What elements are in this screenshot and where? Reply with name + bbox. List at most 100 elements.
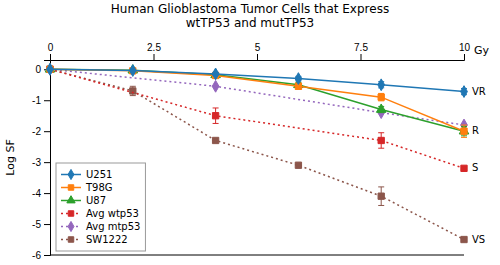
axis-line	[51, 54, 465, 61]
point	[295, 162, 301, 168]
tick-label: -2	[32, 126, 41, 137]
legend-item: Avg mtp53	[61, 221, 140, 232]
series	[47, 63, 468, 97]
legend-label: T98G	[85, 182, 113, 193]
plot: 0-1-2-3-4-5-602.557.510Log SFGyVRRSVSU25…	[4, 42, 490, 261]
line	[50, 69, 464, 239]
point	[461, 236, 467, 242]
tick-label: 0	[48, 42, 54, 53]
tick-label: 10	[459, 42, 471, 53]
point	[461, 86, 468, 98]
tick: -2	[32, 126, 50, 137]
tick: 5	[255, 42, 261, 60]
legend-item: T98G	[61, 182, 113, 193]
y-axis-title: Log SF	[4, 139, 17, 175]
tick: -3	[32, 157, 50, 168]
tick-mark	[44, 100, 50, 101]
tick: 2.5	[147, 42, 161, 60]
point	[212, 80, 219, 92]
tick: -1	[32, 95, 50, 106]
legend-marker	[68, 211, 73, 216]
tick-mark	[44, 162, 50, 163]
legend-label: U251	[86, 169, 112, 180]
point	[212, 113, 218, 119]
point	[212, 137, 218, 143]
annotation: S	[472, 162, 478, 173]
tick: 0	[48, 42, 54, 60]
point	[295, 73, 302, 85]
annotation: VR	[472, 86, 486, 97]
chart: Human Glioblastoma Tumor Cells that Expr…	[0, 0, 500, 265]
legend-item: U87	[61, 195, 106, 206]
legend-marker	[68, 185, 73, 190]
legend-label: SW1222	[86, 234, 128, 245]
x-axis-title: Gy	[474, 44, 490, 57]
tick-mark	[44, 131, 50, 132]
error-bar	[378, 93, 384, 100]
legend-marker	[67, 196, 75, 203]
error-bar	[130, 86, 136, 95]
tick-mark	[44, 255, 50, 256]
error-bar	[461, 125, 467, 137]
x-axis-bottom-line	[50, 255, 464, 256]
legend-marker	[68, 221, 74, 231]
tick-mark	[44, 224, 50, 225]
annotation: R	[472, 125, 479, 136]
tick-mark	[361, 54, 362, 60]
point	[461, 128, 467, 134]
legend-label: U87	[86, 195, 106, 206]
legend-item: SW1222	[61, 234, 128, 245]
legend-label: Avg wtp53	[86, 208, 139, 219]
title: Human Glioblastoma Tumor Cells that Expr…	[111, 2, 389, 30]
series	[45, 64, 469, 136]
axis-line	[44, 61, 51, 256]
tick: -4	[32, 188, 50, 199]
x-axis-top: 0 2.5 5 7.5 10	[48, 42, 471, 61]
line	[50, 69, 464, 131]
legend-marker	[68, 169, 74, 179]
tick-mark	[257, 54, 258, 60]
line	[50, 69, 464, 168]
point	[212, 68, 219, 80]
tick-label: -1	[32, 95, 41, 106]
tick-label: 7.5	[354, 42, 368, 53]
series	[47, 66, 467, 243]
tick-mark	[50, 54, 51, 60]
tick-label: -3	[32, 157, 41, 168]
tick-mark	[154, 54, 155, 60]
tick-mark	[464, 54, 465, 60]
error-bar	[378, 187, 384, 206]
point	[378, 193, 384, 199]
point	[461, 165, 467, 171]
error-bar	[213, 108, 219, 123]
legend-item: U251	[61, 169, 112, 180]
tick-label: 0	[35, 64, 41, 75]
tick: -5	[32, 219, 50, 230]
annotation: VS	[472, 234, 485, 245]
tick-label: 5	[255, 42, 261, 53]
legend-item: Avg wtp53	[61, 208, 139, 219]
series	[47, 63, 468, 130]
tick: 10	[459, 42, 471, 60]
marks	[45, 63, 469, 242]
series	[47, 66, 467, 137]
legend-box	[56, 163, 145, 251]
point	[378, 94, 384, 100]
series	[47, 66, 467, 171]
point	[129, 65, 136, 77]
point	[378, 137, 384, 143]
tick: 7.5	[354, 42, 368, 60]
y-axis: 0-1-2-3-4-5-6	[32, 61, 50, 261]
line	[50, 69, 464, 91]
legend-marker	[68, 237, 73, 242]
point	[47, 63, 54, 75]
line	[50, 69, 464, 125]
tick-mark	[44, 193, 50, 194]
error-bar	[378, 133, 384, 148]
error-bar	[461, 127, 467, 136]
legend-label: Avg mtp53	[86, 221, 140, 232]
legend: U251 T98G U87 Avg wtp53 Avg mtp53 SW1222	[56, 163, 145, 251]
line	[50, 69, 464, 131]
point	[378, 79, 385, 91]
tick-label: -4	[32, 188, 41, 199]
